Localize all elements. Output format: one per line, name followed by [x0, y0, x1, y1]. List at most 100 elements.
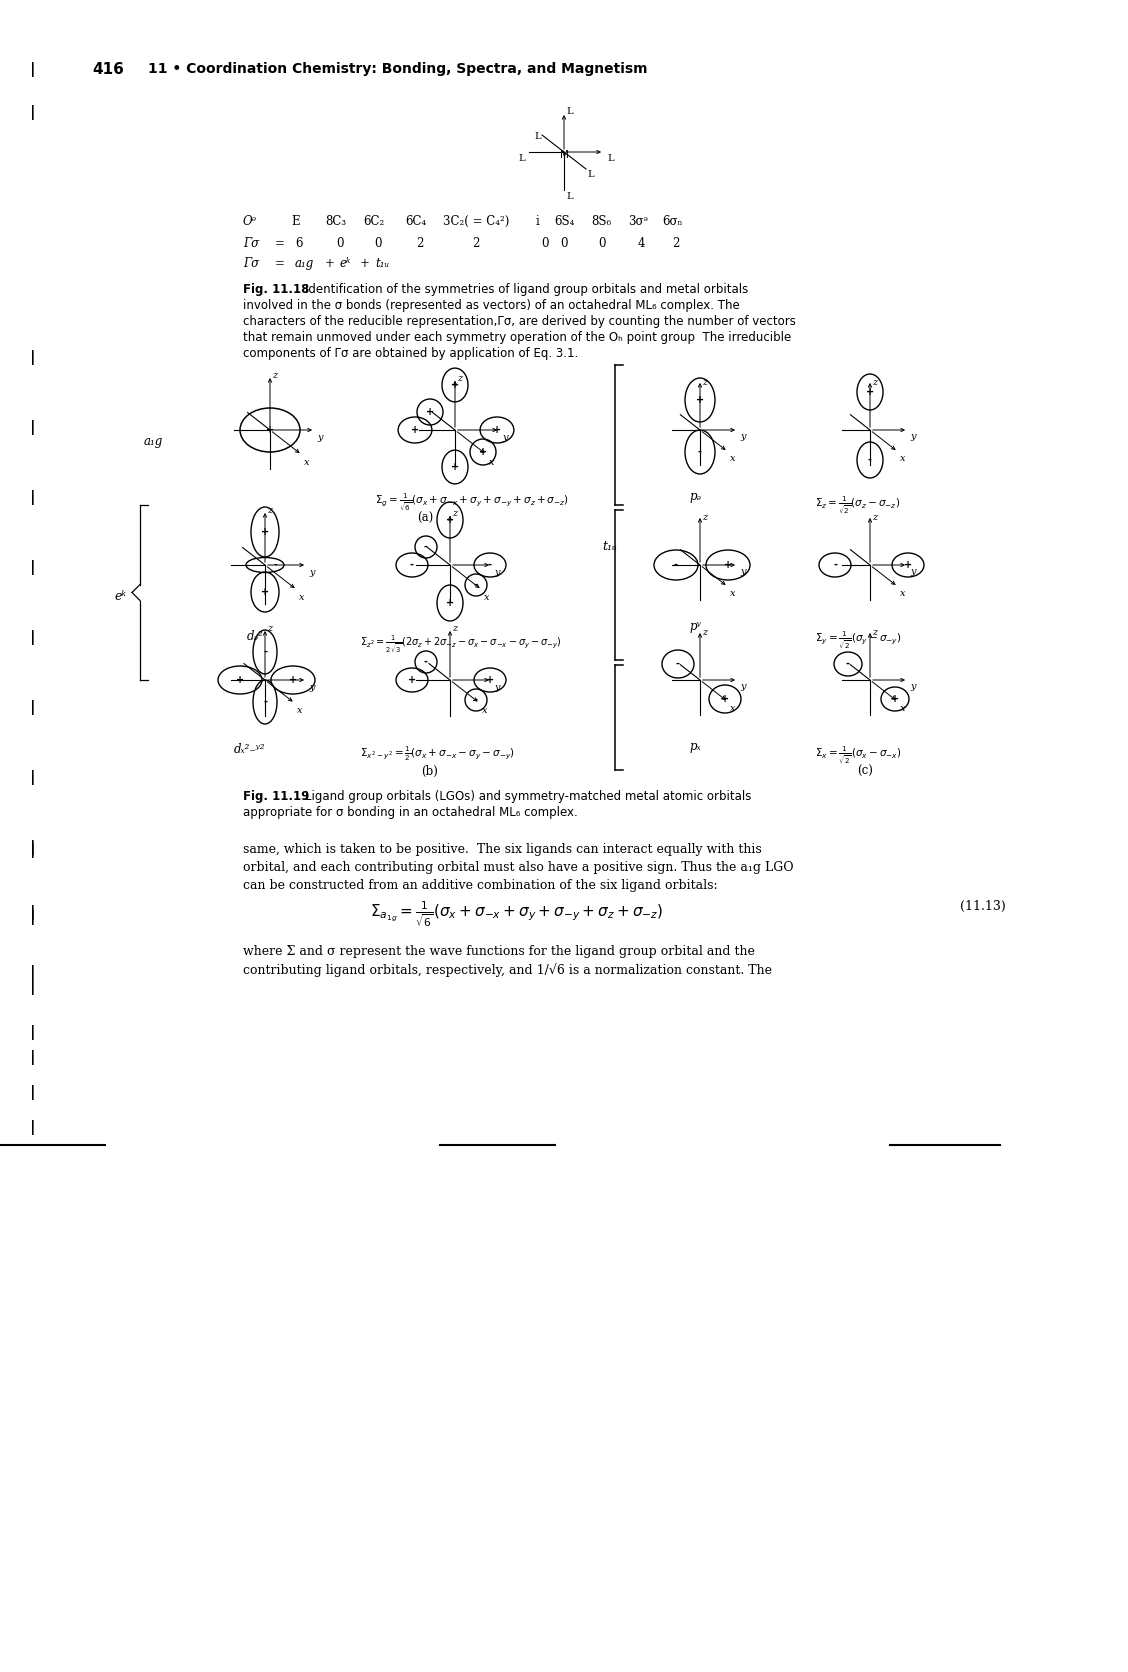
Text: L: L — [518, 154, 525, 162]
Text: x: x — [482, 706, 487, 716]
Text: z: z — [702, 513, 707, 522]
Text: same, which is taken to be positive.  The six ligands can interact equally with : same, which is taken to be positive. The… — [243, 843, 761, 856]
Text: 6: 6 — [296, 237, 302, 251]
Text: +: + — [408, 675, 416, 686]
Text: 0: 0 — [598, 237, 606, 251]
Text: |: | — [30, 839, 36, 854]
Text: t₁ᵤ: t₁ᵤ — [602, 540, 617, 553]
Text: +: + — [236, 675, 244, 686]
Text: 2: 2 — [416, 237, 423, 251]
Text: 8S₆: 8S₆ — [591, 216, 611, 227]
Text: +: + — [426, 406, 434, 416]
Text: -: - — [676, 659, 680, 669]
Text: |: | — [30, 1025, 36, 1040]
Text: +: + — [261, 587, 270, 597]
Text: z: z — [272, 371, 277, 380]
Text: components of Γσ are obtained by application of Eq. 3.1.: components of Γσ are obtained by applica… — [243, 348, 579, 359]
Text: y: y — [309, 682, 315, 692]
Text: $\Sigma_g = \frac{1}{\sqrt{6}}(\sigma_x+\sigma_{-x}+\sigma_y+\sigma_{-y}+\sigma_: $\Sigma_g = \frac{1}{\sqrt{6}}(\sigma_x+… — [374, 492, 569, 513]
Text: |: | — [30, 701, 36, 716]
Text: x: x — [490, 458, 494, 466]
Text: y: y — [502, 433, 508, 441]
Text: |: | — [30, 62, 36, 77]
Text: +: + — [261, 527, 270, 537]
Text: L: L — [587, 171, 593, 179]
Text: $\Sigma_{a_{1g}} = \frac{1}{\sqrt{6}}(\sigma_x + \sigma_{-x} + \sigma_y + \sigma: $\Sigma_{a_{1g}} = \frac{1}{\sqrt{6}}(\s… — [370, 900, 663, 930]
Text: x: x — [900, 453, 906, 463]
Text: x: x — [730, 589, 735, 599]
Text: Ligand group orbitals (LGOs) and symmetry-matched metal atomic orbitals: Ligand group orbitals (LGOs) and symmetr… — [305, 789, 751, 803]
Text: -: - — [698, 446, 702, 456]
Text: Fig. 11.19: Fig. 11.19 — [243, 789, 309, 803]
Text: 416: 416 — [92, 62, 124, 77]
Text: x: x — [297, 706, 302, 716]
Text: +: + — [904, 560, 913, 570]
Text: appropriate for σ bonding in an octahedral ML₆ complex.: appropriate for σ bonding in an octahedr… — [243, 806, 578, 819]
Text: +: + — [289, 675, 297, 686]
Text: +: + — [325, 257, 335, 269]
Text: |: | — [30, 420, 36, 435]
Text: 2: 2 — [672, 237, 679, 251]
Text: involved in the σ bonds (represented as vectors) of an octahedral ML₆ complex. T: involved in the σ bonds (represented as … — [243, 299, 740, 313]
Text: 0: 0 — [541, 237, 548, 251]
Text: x: x — [730, 704, 735, 712]
Text: -: - — [869, 455, 872, 465]
Text: +: + — [266, 425, 274, 435]
Text: L: L — [534, 132, 540, 140]
Text: 2: 2 — [472, 237, 479, 251]
Text: -: - — [273, 560, 276, 570]
Text: -: - — [424, 542, 428, 552]
Text: -: - — [474, 696, 478, 706]
Text: 0: 0 — [336, 237, 344, 251]
Text: z: z — [267, 624, 272, 634]
Text: +: + — [721, 694, 729, 704]
Text: 6C₄: 6C₄ — [405, 216, 426, 227]
Text: can be constructed from an additive combination of the six ligand orbitals:: can be constructed from an additive comb… — [243, 879, 717, 891]
Text: |: | — [30, 349, 36, 364]
Text: |: | — [30, 1085, 36, 1100]
Text: pʸ: pʸ — [689, 620, 700, 634]
Text: |: | — [30, 105, 36, 120]
Text: x: x — [484, 594, 490, 602]
Text: y: y — [910, 567, 916, 575]
Text: L: L — [607, 154, 614, 162]
Text: z: z — [457, 375, 462, 383]
Text: z: z — [452, 508, 457, 518]
Text: (b): (b) — [422, 766, 439, 777]
Text: |: | — [30, 560, 36, 575]
Text: x: x — [900, 589, 906, 599]
Text: eᵏ: eᵏ — [114, 590, 126, 604]
Text: -: - — [474, 580, 478, 590]
Text: z: z — [702, 629, 707, 637]
Text: z: z — [872, 513, 878, 522]
Text: |: | — [30, 965, 36, 980]
Text: Identification of the symmetries of ligand group orbitals and metal orbitals: Identification of the symmetries of liga… — [305, 283, 748, 296]
Text: +: + — [451, 461, 459, 472]
Text: 11 • Coordination Chemistry: Bonding, Spectra, and Magnetism: 11 • Coordination Chemistry: Bonding, Sp… — [148, 62, 647, 75]
Text: |: | — [30, 490, 36, 505]
Text: +: + — [891, 694, 899, 704]
Text: $\Sigma_x = \frac{1}{\sqrt{2}}(\sigma_x - \sigma_{-x})$: $\Sigma_x = \frac{1}{\sqrt{2}}(\sigma_x … — [816, 746, 901, 767]
Text: -: - — [409, 560, 414, 570]
Text: z: z — [872, 378, 878, 386]
Text: +: + — [446, 599, 455, 609]
Text: 4: 4 — [638, 237, 645, 251]
Text: contributing ligand orbitals, respectively, and 1/√6 is a normalization constant: contributing ligand orbitals, respective… — [243, 963, 772, 976]
Text: x: x — [305, 458, 309, 466]
Text: dₓ²₋ʸ²: dₓ²₋ʸ² — [235, 742, 266, 756]
Text: |: | — [30, 910, 36, 925]
Text: y: y — [740, 431, 746, 441]
Text: -: - — [263, 647, 267, 657]
Text: |: | — [30, 1050, 36, 1065]
Text: |: | — [30, 905, 36, 920]
Text: +: + — [411, 425, 420, 435]
Text: y: y — [740, 567, 746, 575]
Text: dₔ²: dₔ² — [247, 630, 263, 644]
Text: 8C₃: 8C₃ — [325, 216, 346, 227]
Text: x: x — [900, 704, 906, 712]
Text: y: y — [317, 433, 323, 441]
Text: |: | — [30, 843, 36, 858]
Text: =: = — [275, 257, 285, 269]
Text: L: L — [566, 107, 573, 115]
Text: eᵏ: eᵏ — [340, 257, 351, 269]
